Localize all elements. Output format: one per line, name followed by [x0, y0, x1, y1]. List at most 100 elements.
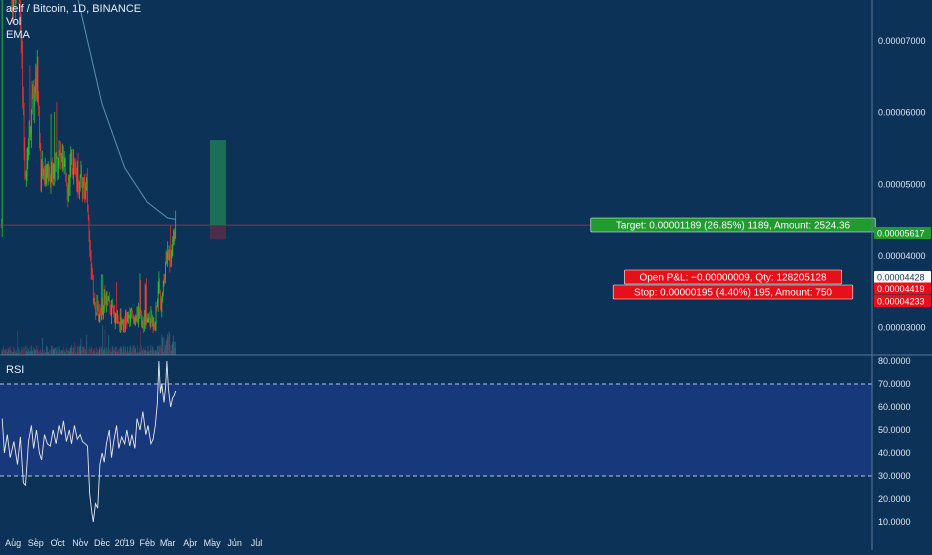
candle — [37, 56, 39, 106]
volume-bars — [1, 325, 177, 355]
candle — [143, 316, 144, 334]
candle-body — [119, 313, 121, 328]
candle-body — [57, 164, 59, 173]
candle-body — [142, 321, 144, 324]
candle-body — [135, 318, 137, 321]
candle — [48, 163, 50, 182]
candle — [111, 298, 113, 308]
volume-bar — [87, 352, 89, 355]
candle — [107, 295, 109, 306]
candle — [151, 314, 153, 327]
candle — [112, 305, 114, 314]
candle — [64, 158, 66, 167]
candle — [55, 152, 56, 182]
candle-body — [98, 314, 100, 316]
candle-body — [62, 156, 64, 169]
volume-bar — [80, 338, 82, 355]
candle — [132, 310, 134, 320]
candle-body — [76, 173, 77, 184]
candle-body — [138, 308, 140, 313]
rsi-legend[interactable]: RSI — [6, 364, 25, 376]
candle-body — [79, 175, 81, 189]
candle — [98, 314, 100, 324]
candle-body — [133, 316, 134, 321]
candle-body — [27, 152, 29, 162]
volume-bar — [94, 347, 96, 355]
x-tick-label: Nov — [72, 538, 89, 548]
rsi-band — [0, 383, 872, 477]
price-tick-label: 0.00005000 — [878, 179, 926, 189]
volume-bar — [37, 345, 39, 355]
candle — [165, 250, 167, 265]
volume-bar — [106, 352, 108, 355]
candle — [109, 301, 111, 315]
vol-legend[interactable]: Vol — [6, 16, 22, 28]
volume-bar — [93, 351, 95, 355]
candle-body — [126, 318, 128, 322]
candle — [60, 152, 62, 163]
candle-body — [117, 314, 119, 323]
volume-bar — [47, 352, 49, 355]
candle — [131, 308, 133, 312]
ema-price-tag-text: 0.00004419 — [877, 284, 925, 294]
candle-body — [77, 165, 79, 188]
volume-bar — [135, 348, 136, 355]
volume-bar — [82, 346, 84, 355]
candle — [98, 300, 99, 321]
volume-bar — [55, 347, 56, 355]
candle-body — [1, 0, 3, 226]
volume-bar — [42, 350, 44, 355]
candle-body — [127, 317, 129, 319]
candle-body — [57, 156, 58, 173]
candle — [157, 298, 158, 308]
candle — [121, 317, 123, 330]
open-pl-label: Open P&L: −0.00000009, Qty: 128205128 — [624, 269, 842, 285]
x-tick-label: May — [204, 538, 222, 548]
candle-body — [19, 0, 21, 14]
x-tick-label: Jul — [251, 538, 263, 548]
symbol-title[interactable]: aelf / Bitcoin, 1D, BINANCE — [6, 3, 142, 15]
volume-bar — [157, 345, 158, 355]
candle — [149, 311, 150, 326]
candle-body — [125, 313, 126, 329]
candle — [81, 165, 83, 188]
candle-body — [31, 112, 32, 135]
candle — [29, 65, 31, 138]
candle — [140, 279, 142, 317]
x-tick-label: Mar — [160, 538, 176, 548]
volume-bar — [56, 350, 58, 355]
candle-body — [143, 313, 145, 329]
candle-body — [69, 165, 71, 188]
ema-line — [77, 0, 176, 220]
volume-bar — [143, 347, 144, 355]
candle-body — [120, 313, 122, 325]
candle-body — [30, 134, 31, 136]
candle — [79, 181, 80, 200]
candle — [135, 315, 137, 322]
candle-body — [71, 149, 73, 172]
volume-bar — [49, 349, 50, 355]
volume-bar — [121, 346, 123, 355]
candle-body — [111, 306, 113, 308]
volume-bar — [9, 345, 11, 355]
volume-bar — [123, 345, 125, 355]
volume-bar — [149, 349, 151, 355]
candle — [150, 306, 152, 328]
volume-bar — [119, 348, 120, 355]
volume-bar — [118, 351, 120, 355]
volume-bar — [151, 350, 152, 355]
candle — [136, 306, 138, 323]
candle-body — [133, 317, 135, 321]
candle-body — [141, 314, 142, 326]
candle-body — [15, 0, 17, 4]
volume-bar — [96, 352, 98, 355]
candle — [164, 274, 166, 283]
ema-legend[interactable]: EMA — [6, 29, 30, 41]
volume-bar — [117, 348, 119, 355]
candle-body — [94, 298, 96, 308]
candle-body — [75, 168, 77, 174]
candle-body — [12, 6, 14, 15]
candle — [161, 295, 163, 318]
candle — [1, 218, 2, 229]
